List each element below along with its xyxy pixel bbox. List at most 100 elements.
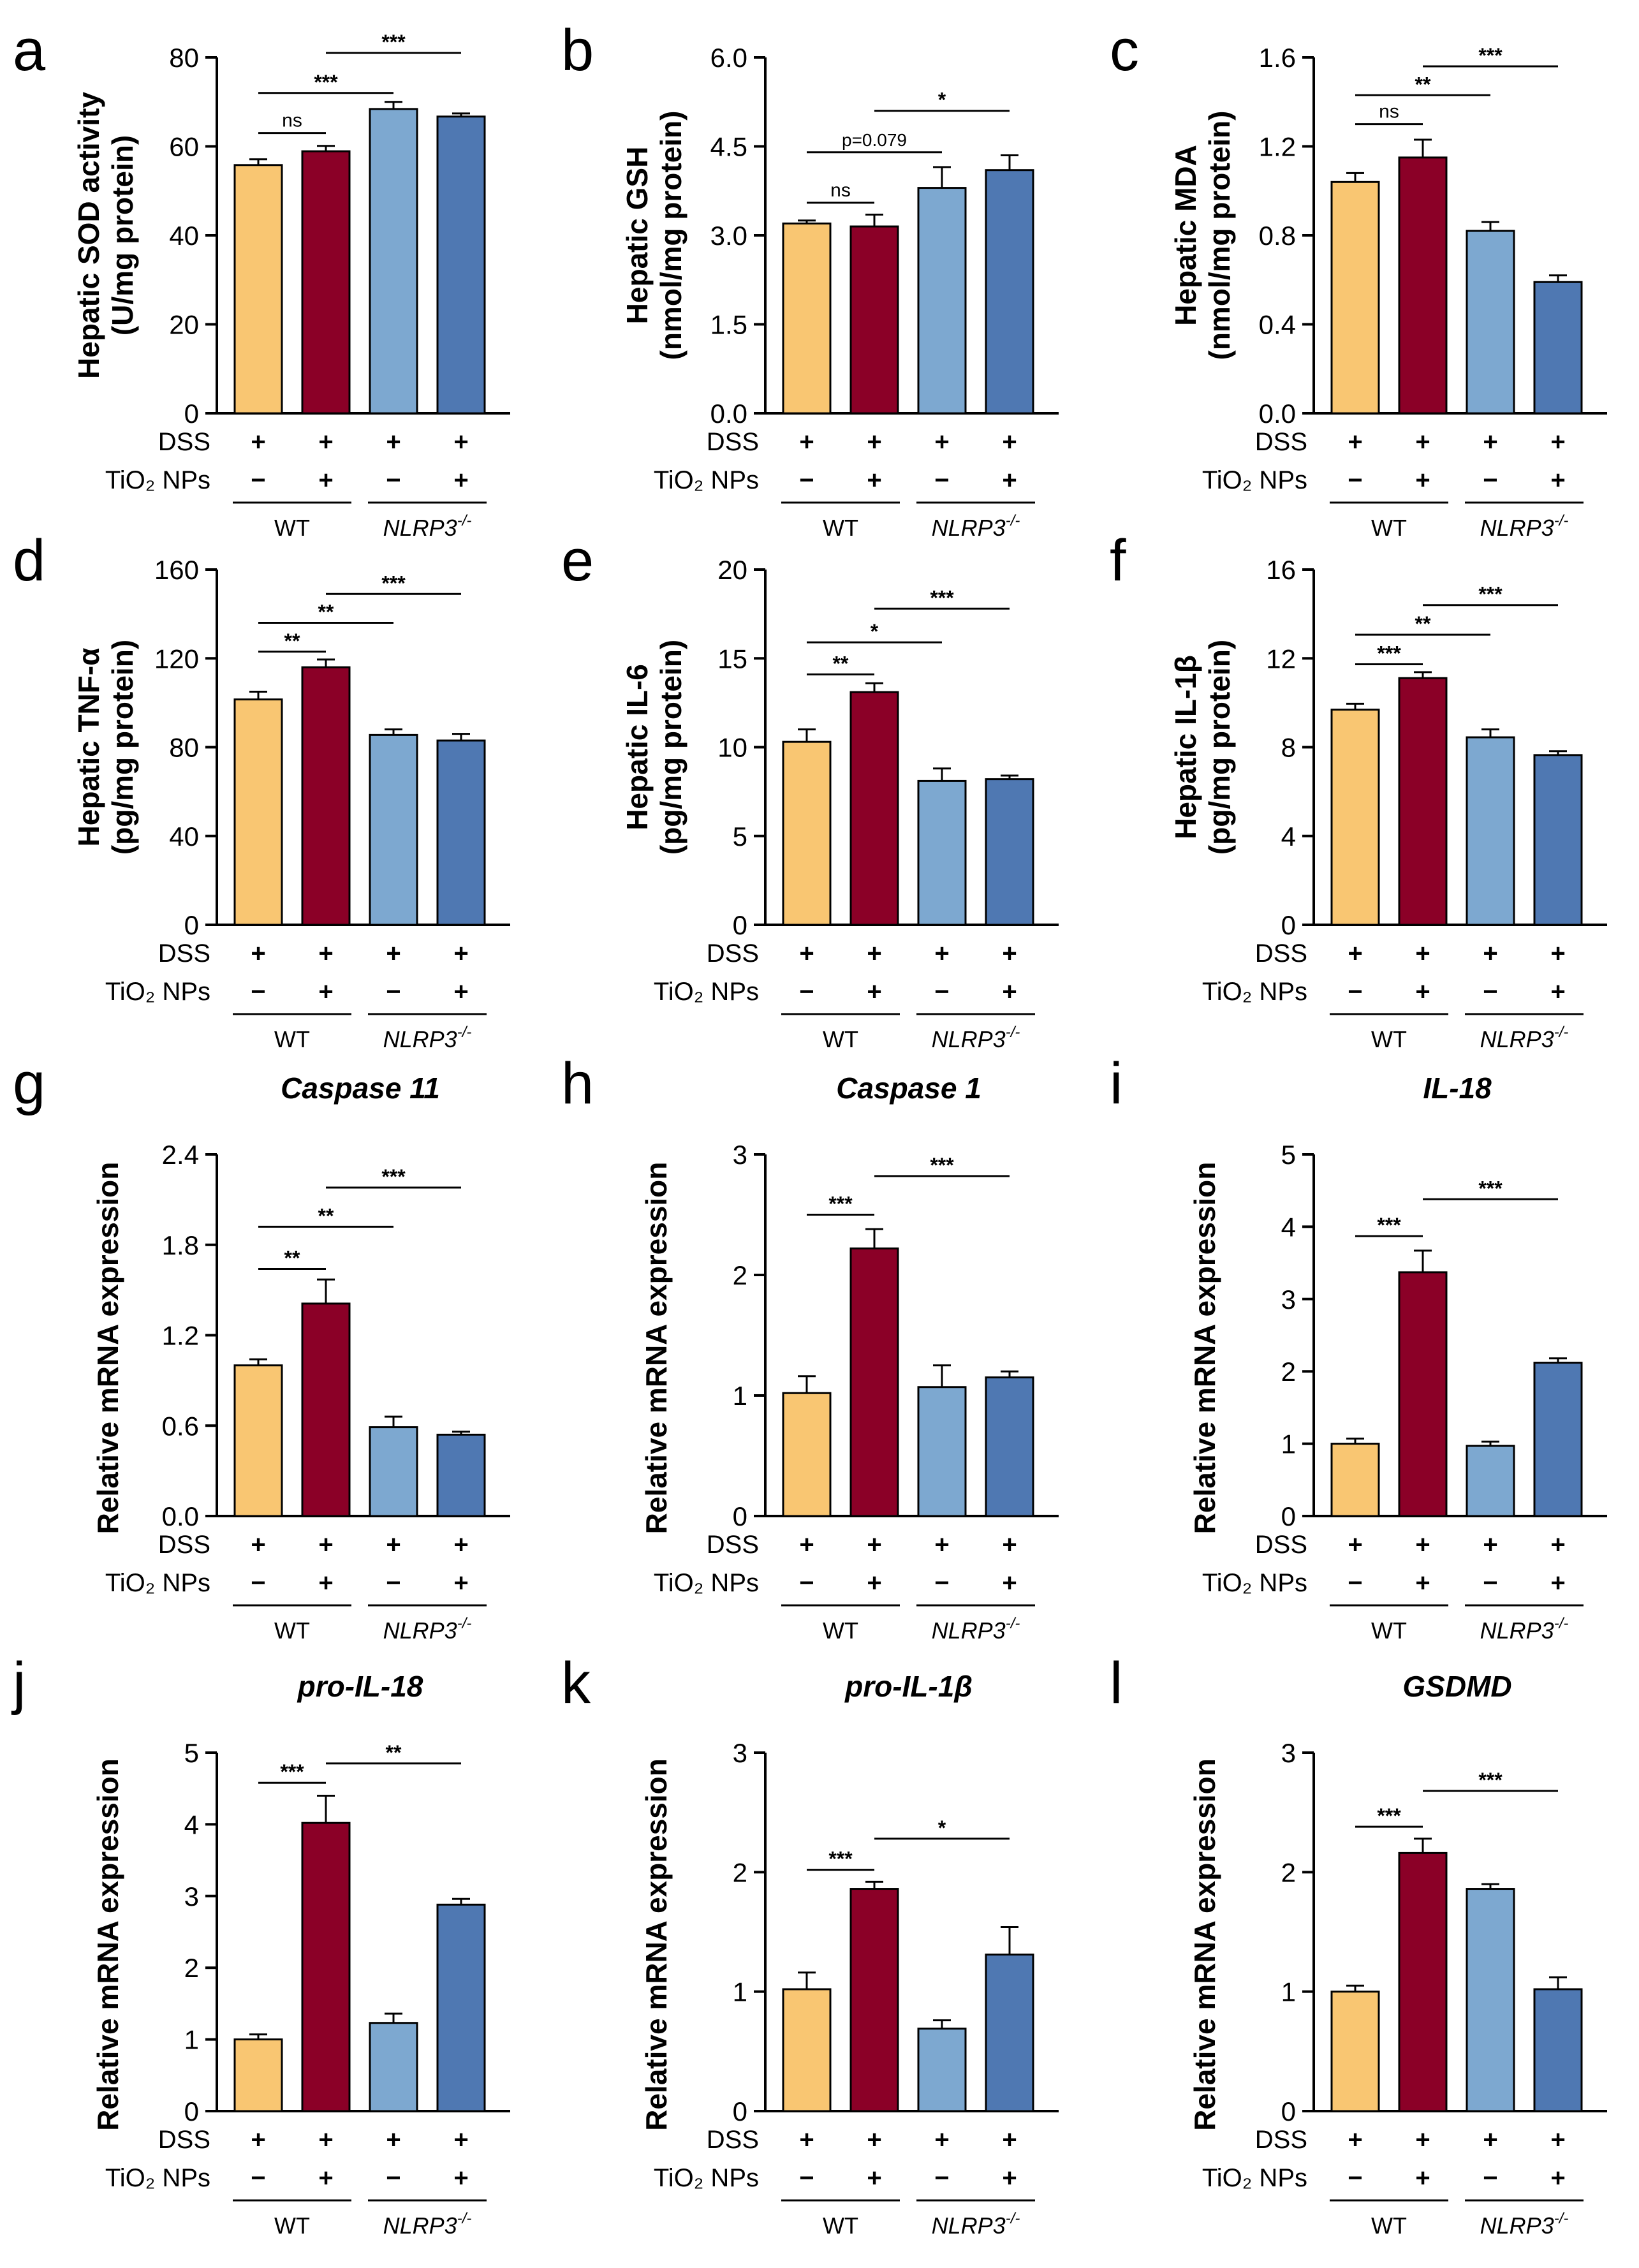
y-tick-label: 4	[1281, 821, 1296, 851]
tio2-sign: +	[1415, 466, 1430, 494]
panel-letter: j	[11, 1651, 26, 1716]
y-axis-label: Relative mRNA expression	[1188, 1758, 1221, 2131]
panel-letter: a	[13, 18, 46, 83]
group-label-ko: NLRP3-/-	[383, 1615, 472, 1644]
dss-sign: +	[934, 1531, 949, 1559]
tio2-sign: −	[251, 978, 265, 1006]
y-tick-label: 3	[733, 1140, 747, 1170]
y-tick-label: 0	[184, 399, 199, 429]
significance-label: ***	[1377, 1804, 1401, 1827]
y-tick-label: 0	[733, 910, 747, 940]
y-axis-label: Hepatic IL-6	[621, 664, 654, 830]
tio2-sign: −	[251, 2164, 265, 2192]
significance-label: ns	[830, 180, 851, 201]
bar-NLRP3_DSS	[917, 2028, 967, 2112]
y-axis-label: Hepatic MDA	[1169, 145, 1202, 326]
dss-sign: +	[1348, 939, 1362, 968]
row-label-dss: DSS	[158, 428, 210, 456]
tio2-sign: +	[1002, 1569, 1017, 1597]
y-axis-label: Hepatic SOD activity	[72, 92, 105, 379]
dss-sign: +	[318, 428, 333, 456]
row-label-dss: DSS	[707, 1531, 759, 1559]
chart-title: pro-IL-18	[297, 1670, 423, 1703]
y-tick-label: 1	[184, 2025, 199, 2055]
group-label-wt: WT	[274, 1026, 310, 1052]
y-tick-label: 1	[733, 1381, 747, 1411]
group-label-ko: NLRP3-/-	[383, 1024, 472, 1052]
bar-WT_DSS	[233, 698, 283, 926]
bar-WT_DSS_TiO2	[1398, 1271, 1448, 1517]
group-label-ko-name: NLRP3	[932, 1617, 1006, 1644]
panel-letter: c	[1110, 18, 1139, 83]
tio2-sign: +	[1415, 2164, 1430, 2192]
group-label-ko-superscript: -/-	[1554, 1615, 1569, 1632]
bar-WT_DSS_TiO2	[301, 150, 351, 415]
y-tick-label: 80	[169, 43, 199, 73]
tio2-sign: −	[1483, 1569, 1497, 1597]
row-label-tio2: TiO₂ NPs	[654, 2164, 759, 2192]
tio2-sign: +	[1002, 466, 1017, 494]
dss-sign: +	[386, 428, 401, 456]
y-axis-label-unit: (nmol/mg protein)	[654, 111, 687, 360]
significance-label: ***	[930, 586, 954, 609]
panel-g: g Caspase 11 Relative mRNA expression 0.0 0.…	[13, 1051, 510, 1644]
dss-sign: +	[318, 939, 333, 968]
y-axis-label: Relative mRNA expression	[91, 1758, 124, 2131]
y-tick-label: 1.6	[1259, 43, 1296, 73]
row-label-tio2: TiO₂ NPs	[1202, 466, 1307, 494]
y-tick-label: 12	[1266, 644, 1296, 674]
y-axis-label: Hepatic IL-1β	[1169, 655, 1202, 839]
group-label-ko-name: NLRP3	[383, 515, 457, 541]
tio2-sign: +	[867, 1569, 881, 1597]
y-tick-label: 160	[154, 555, 199, 585]
tio2-sign: +	[453, 2164, 468, 2192]
panel-i: i IL-18 Relative mRNA expression 0 1 2 3 4 5 *** *…	[1110, 1051, 1607, 1644]
dss-sign: +	[867, 2126, 881, 2154]
y-tick-label: 2	[733, 1260, 747, 1290]
bar-WT_DSS_TiO2	[849, 1888, 899, 2112]
chart-title: pro-IL-1β	[844, 1670, 973, 1703]
tio2-sign: +	[453, 466, 468, 494]
significance-label: ***	[1478, 44, 1503, 67]
tio2-sign: −	[934, 978, 949, 1006]
significance-label: **	[284, 1247, 300, 1270]
significance-label: **	[833, 652, 849, 675]
bar-NLRP3_DSS	[369, 2022, 418, 2112]
y-tick-label: 4	[1281, 1212, 1296, 1242]
y-tick-label: 1	[733, 1977, 747, 2007]
group-label-ko-name: NLRP3	[932, 1026, 1006, 1052]
y-tick-label: 1.5	[710, 310, 747, 340]
bar-WT_DSS_TiO2	[301, 1822, 351, 2112]
row-label-dss: DSS	[707, 428, 759, 456]
dss-sign: +	[251, 1531, 265, 1559]
significance-label: ***	[1377, 642, 1401, 665]
bar-NLRP3_DSS	[1466, 230, 1515, 415]
y-tick-label: 0	[184, 910, 199, 940]
y-tick-label: 120	[154, 644, 199, 674]
y-tick-label: 4.5	[710, 132, 747, 162]
bar-WT_DSS	[1330, 709, 1380, 926]
y-tick-label: 0.6	[162, 1411, 199, 1441]
y-tick-label: 6.0	[710, 43, 747, 73]
significance-label: **	[1415, 612, 1431, 635]
tio2-sign: +	[318, 466, 333, 494]
tio2-sign: −	[934, 2164, 949, 2192]
tio2-sign: −	[1348, 466, 1362, 494]
significance-label: ***	[381, 31, 406, 54]
tio2-sign: −	[386, 978, 401, 1006]
tio2-sign: −	[1483, 466, 1497, 494]
row-label-dss: DSS	[707, 939, 759, 968]
dss-sign: +	[1550, 428, 1565, 456]
group-label-wt: WT	[823, 515, 858, 541]
row-label-tio2: TiO₂ NPs	[1202, 1569, 1307, 1597]
dss-sign: +	[453, 939, 468, 968]
dss-sign: +	[318, 1531, 333, 1559]
y-tick-label: 0.0	[162, 1501, 199, 1531]
tio2-sign: −	[1348, 2164, 1362, 2192]
group-label-ko: NLRP3-/-	[1480, 1615, 1569, 1644]
tio2-sign: −	[1348, 1569, 1362, 1597]
y-axis-label: Relative mRNA expression	[640, 1162, 673, 1535]
bar-NLRP3_DSS	[1466, 1445, 1515, 1517]
y-axis-label-unit: (pg/mg protein)	[106, 640, 139, 855]
